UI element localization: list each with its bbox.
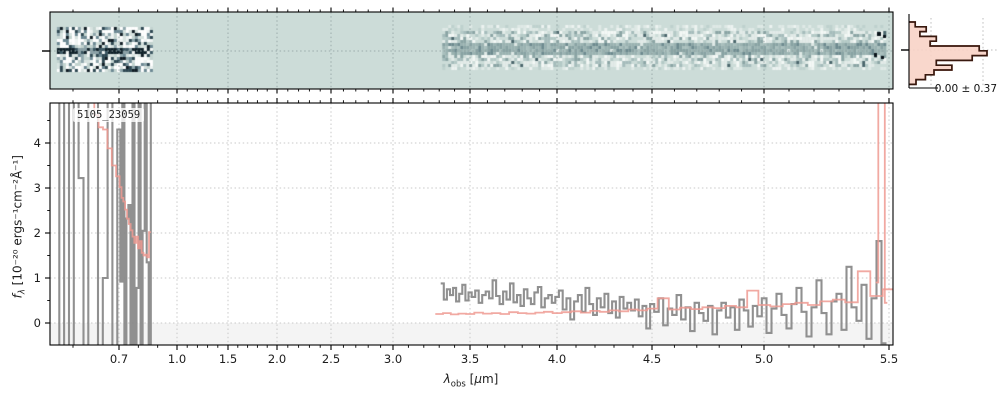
x-tick-label: 5.0 [755, 352, 773, 366]
x-tick-label: 2.5 [322, 352, 340, 366]
y-tick-label: 4 [34, 136, 41, 150]
x-tick-label: 3.0 [384, 352, 402, 366]
object-id-label: 5105_23059 [73, 108, 145, 122]
histogram-stat-label: 0.00 ± 0.37 [934, 83, 997, 95]
y-axis-label-unit: [10⁻²⁰ ergs⁻¹cm⁻²Å⁻¹] [10, 155, 25, 290]
x-tick-label: 1.5 [219, 352, 237, 366]
x-tick-label: 3.5 [461, 352, 479, 366]
x-axis-label-symbol: λ [443, 372, 451, 386]
x-tick-label: 1.0 [168, 352, 186, 366]
spectrum-2d-frame [42, 7, 894, 94]
y-axis-label-symbol: f [10, 294, 25, 299]
x-axis-label-subscript: obs [450, 379, 466, 390]
x-axis-label-unit: m] [481, 372, 499, 386]
main-axes-frame: 0.7 1.0 1.5 2.0 2.5 3.0 3.5 4.0 4.5 5.0 5.5 0 1 2 3 4 [34, 98, 898, 366]
spectrum-series [58, 103, 893, 345]
x-tick-label: 0.7 [110, 352, 128, 366]
main-axes [50, 103, 893, 345]
x-axis-label-bracket: [ [465, 372, 475, 386]
y-axis-label-subscript: λ [17, 289, 28, 295]
x-tick-label: 4.5 [643, 352, 661, 366]
y-tick-label: 1 [34, 271, 41, 285]
hist-axes [901, 14, 997, 89]
model-red-segment-line [435, 270, 893, 316]
x-tick-label: 4.0 [548, 352, 566, 366]
y-tick-label: 0 [34, 316, 41, 330]
x-axis-label-mu: μ [474, 372, 482, 386]
y-tick-label: 2 [34, 226, 41, 240]
hist-outline [909, 21, 988, 86]
y-axis-label: fλ [10⁻²⁰ ergs⁻¹cm⁻²Å⁻¹] [10, 112, 27, 342]
model-blue-segment-line [93, 103, 151, 259]
model-edge-spike-line [875, 103, 888, 304]
y-tick-label: 3 [34, 181, 41, 195]
x-axis-label: λobs [μm] [371, 372, 571, 389]
x-tick-label: 5.5 [880, 352, 898, 366]
x-tick-label: 2.0 [268, 352, 286, 366]
spectrum-blue-segment-line [58, 103, 152, 345]
